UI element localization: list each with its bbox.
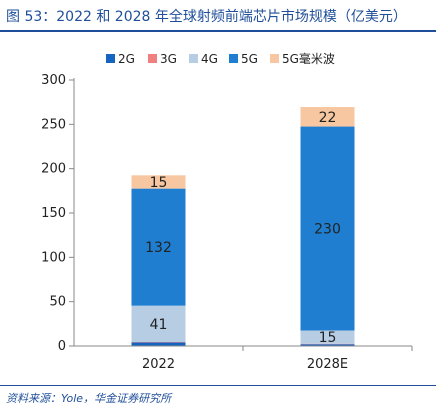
legend-label: 4G bbox=[201, 52, 218, 66]
legend-swatch-2G bbox=[106, 54, 115, 63]
data-label: 230 bbox=[314, 222, 341, 238]
legend-swatch-4G bbox=[189, 54, 198, 63]
y-tick-label: 250 bbox=[41, 117, 66, 132]
legend-label: 5G bbox=[241, 52, 258, 66]
legend-label: 5G毫米波 bbox=[282, 51, 335, 66]
y-tick-label: 50 bbox=[49, 295, 66, 310]
title-divider bbox=[0, 30, 436, 32]
data-label: 15 bbox=[319, 330, 337, 346]
bar-segment-5G-2022 bbox=[131, 188, 186, 306]
y-tick-label: 100 bbox=[41, 250, 66, 265]
data-label: 22 bbox=[319, 110, 337, 126]
bar-segment-2G-2022 bbox=[131, 342, 186, 346]
stacked-bar-chart: 2G 3G 4G 5G 5G毫米波 0 50 100 150 200 250 300 41 132 15… bbox=[41, 51, 413, 372]
legend-label: 2G bbox=[118, 52, 135, 66]
data-label: 15 bbox=[150, 175, 168, 191]
legend-swatch-5G毫米波 bbox=[270, 54, 279, 63]
data-label: 132 bbox=[145, 240, 172, 256]
bar-segment-2G-2028E bbox=[300, 344, 355, 346]
y-axis: 0 50 100 150 200 250 300 bbox=[41, 73, 75, 354]
bar-segment-4G-2022 bbox=[131, 305, 186, 343]
bar-segment-5G-2028E bbox=[300, 126, 355, 331]
bar-segment-5G毫米波-2028E bbox=[300, 107, 355, 127]
bar-segment-5G毫米波-2022 bbox=[131, 175, 186, 189]
legend-swatch-3G bbox=[148, 54, 157, 63]
chart-legend: 2G 3G 4G 5G 5G毫米波 bbox=[106, 51, 335, 66]
y-tick-label: 300 bbox=[41, 73, 66, 88]
legend-label: 3G bbox=[160, 52, 177, 66]
source-note: 资料来源：Yole，华金证券研究所 bbox=[6, 392, 172, 405]
x-axis: 2022 2028E bbox=[74, 345, 413, 372]
legend-swatch-5G bbox=[229, 54, 238, 63]
figure-title: 图 53：2022 和 2028 年全球射频前端芯片市场规模（亿美元） bbox=[6, 9, 407, 25]
bar-area: 41 132 15 15 230 22 bbox=[131, 107, 355, 346]
y-tick-label: 0 bbox=[58, 339, 66, 354]
y-tick-label: 150 bbox=[41, 206, 66, 221]
x-category-label: 2022 bbox=[142, 357, 175, 372]
bar-segment-4G-2028E bbox=[300, 330, 355, 344]
data-label: 41 bbox=[150, 317, 168, 333]
source-divider bbox=[0, 385, 436, 386]
x-category-label: 2028E bbox=[307, 357, 348, 372]
y-tick-label: 200 bbox=[41, 162, 66, 177]
